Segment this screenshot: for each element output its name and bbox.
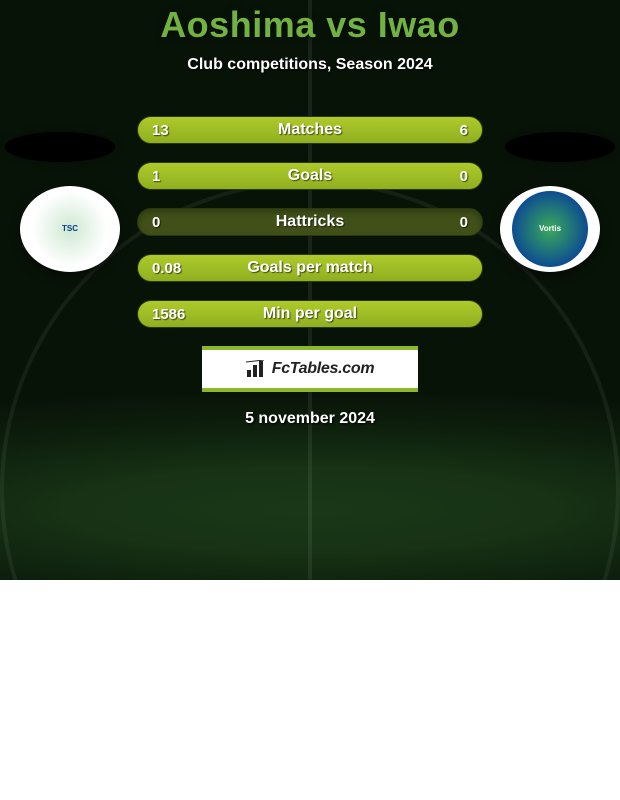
stat-value-right: 6 xyxy=(422,122,482,139)
stat-value-right: 0 xyxy=(422,214,482,231)
stat-value-right: 0 xyxy=(422,168,482,185)
stat-label: Goals xyxy=(198,167,422,185)
content: Aoshima vs Iwao Club competitions, Seaso… xyxy=(0,0,620,428)
stat-value-left: 1586 xyxy=(138,306,198,323)
stat-label: Hattricks xyxy=(198,213,422,231)
team-badge-right: Vortis xyxy=(500,186,600,272)
stat-value-left: 1 xyxy=(138,168,198,185)
stat-label: Goals per match xyxy=(198,259,422,277)
bar-chart-icon xyxy=(246,360,266,378)
team-badge-right-label: Vortis xyxy=(512,191,588,267)
stat-row: 0.08Goals per match xyxy=(137,254,483,282)
date-label: 5 november 2024 xyxy=(0,410,620,428)
brand-label: FcTables.com xyxy=(272,360,375,378)
team-badge-left: TSC xyxy=(20,186,120,272)
stat-row: 1Goals0 xyxy=(137,162,483,190)
stat-value-left: 13 xyxy=(138,122,198,139)
player-shadow-left xyxy=(5,132,115,162)
player-shadow-right xyxy=(505,132,615,162)
stat-row: 0Hattricks0 xyxy=(137,208,483,236)
stat-row: 13Matches6 xyxy=(137,116,483,144)
stat-rows: 13Matches61Goals00Hattricks00.08Goals pe… xyxy=(137,116,483,328)
page-title: Aoshima vs Iwao xyxy=(0,4,620,46)
stat-row: 1586Min per goal xyxy=(137,300,483,328)
subtitle: Club competitions, Season 2024 xyxy=(0,56,620,74)
comparison-arena: TSC Vortis 13Matches61Goals00Hattricks00… xyxy=(0,116,620,328)
brand-chip: FcTables.com xyxy=(202,346,418,392)
team-badge-left-label: TSC xyxy=(32,191,108,267)
stat-value-left: 0 xyxy=(138,214,198,231)
stat-label: Matches xyxy=(198,121,422,139)
stat-value-left: 0.08 xyxy=(138,260,198,277)
stat-label: Min per goal xyxy=(198,305,422,323)
